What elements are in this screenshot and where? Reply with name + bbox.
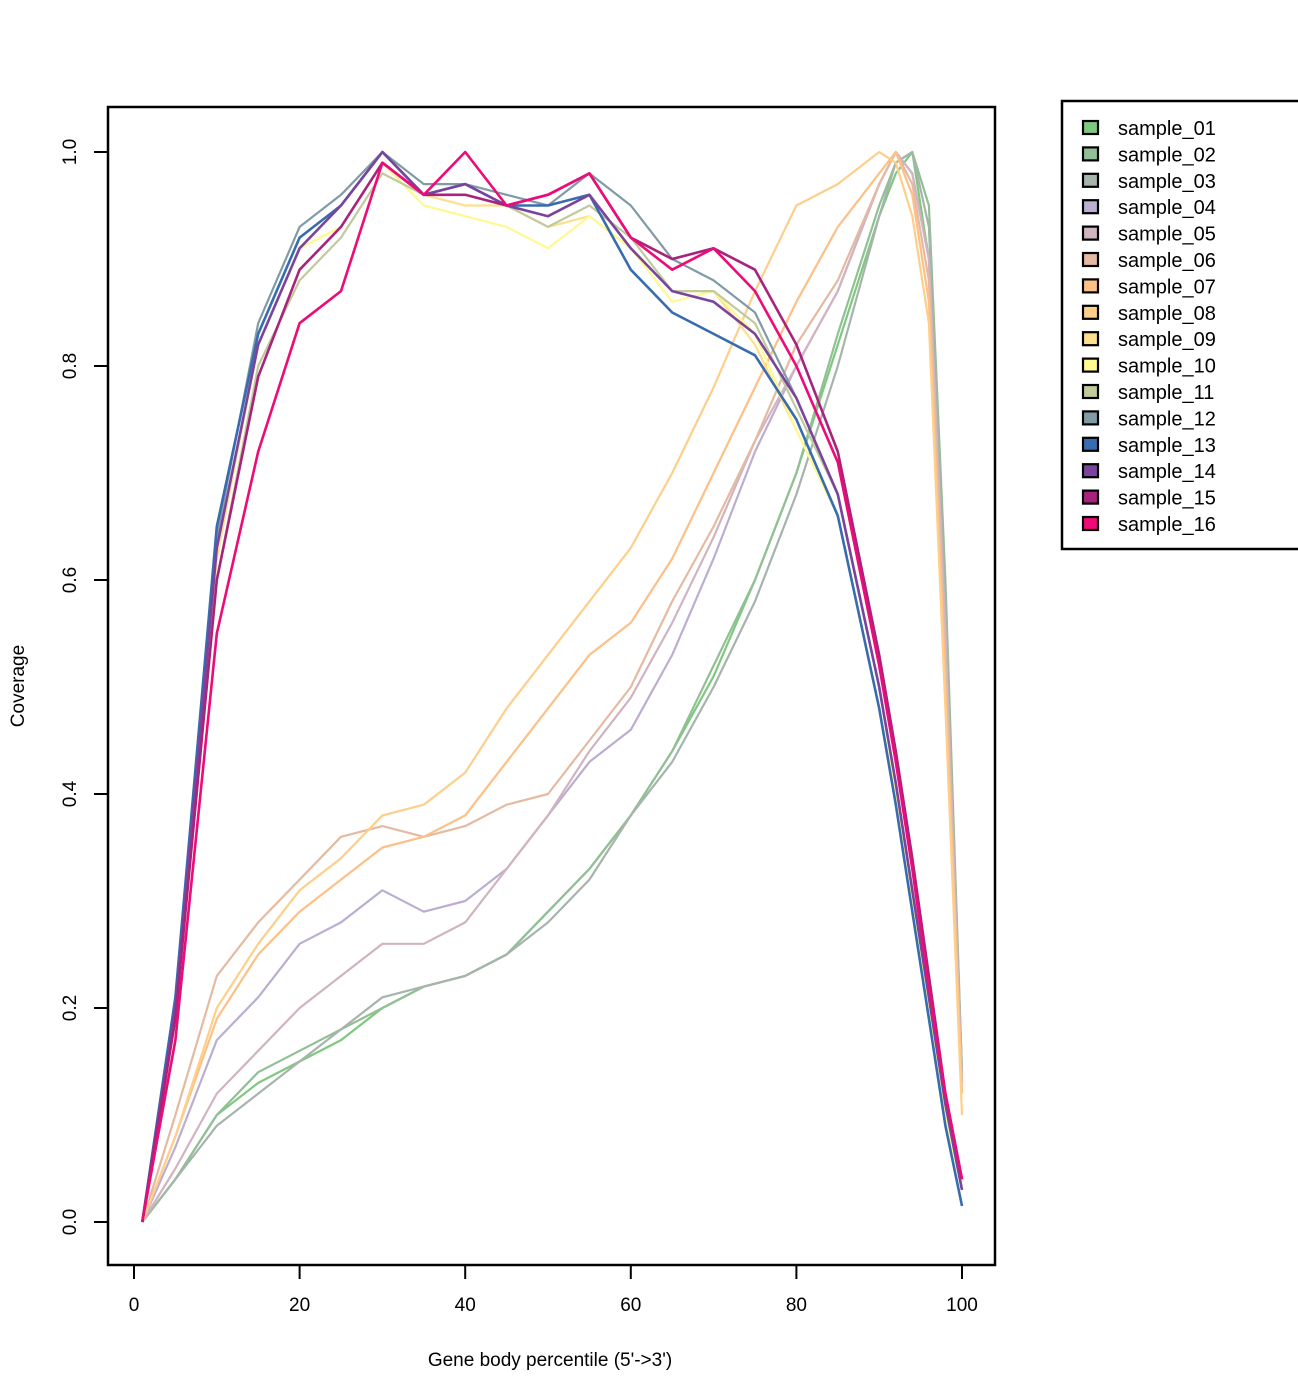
x-tick-label: 40 bbox=[455, 1295, 476, 1316]
legend-swatch bbox=[1081, 489, 1100, 505]
y-axis-label: Coverage bbox=[8, 645, 29, 727]
series-line-sample_10 bbox=[141, 161, 964, 1223]
legend-item-sample_10: sample_10 bbox=[1081, 356, 1216, 378]
x-tick-label: 80 bbox=[786, 1295, 807, 1316]
series-line-sample_01 bbox=[141, 150, 964, 1223]
series-line-sample_12 bbox=[141, 150, 964, 1223]
legend-swatch bbox=[1081, 146, 1100, 162]
series-line-sample_14 bbox=[141, 150, 964, 1223]
legend-item-sample_05: sample_05 bbox=[1081, 224, 1216, 246]
series-line-sample_15 bbox=[141, 161, 964, 1223]
x-tick-label: 0 bbox=[129, 1295, 140, 1316]
x-tick-label: 20 bbox=[289, 1295, 310, 1316]
legend-item-sample_09: sample_09 bbox=[1081, 329, 1216, 351]
y-tick-label: 0.0 bbox=[60, 1209, 81, 1235]
legend-label: sample_10 bbox=[1118, 356, 1216, 378]
legend-swatch bbox=[1081, 304, 1100, 320]
series-line-sample_06 bbox=[141, 150, 964, 1223]
legend: sample_01 sample_02 sample_03 sample_04samp… bbox=[1060, 99, 1298, 551]
y-tick-label: 0.4 bbox=[60, 780, 81, 807]
series-line-sample_03 bbox=[141, 150, 964, 1223]
legend-label: sample_01 bbox=[1118, 118, 1216, 140]
legend-item-sample_14: sample_14 bbox=[1081, 461, 1216, 483]
legend-item-sample_03: sample_03 bbox=[1081, 171, 1216, 193]
legend-swatch bbox=[1081, 410, 1100, 426]
legend-item-sample_07: sample_07 bbox=[1081, 276, 1216, 298]
x-axis-label: Gene body percentile (5'->3') bbox=[428, 1350, 672, 1371]
series-line-sample_04 bbox=[141, 150, 964, 1223]
legend-swatch bbox=[1081, 225, 1100, 241]
series-line-sample_07 bbox=[141, 150, 964, 1223]
legend-label: sample_13 bbox=[1118, 435, 1216, 457]
y-tick-label: 0.6 bbox=[60, 567, 81, 593]
series-line-sample_09 bbox=[141, 161, 964, 1223]
legend-label: sample_08 bbox=[1118, 303, 1216, 325]
legend-label: sample_09 bbox=[1118, 329, 1216, 351]
legend-label: sample_15 bbox=[1118, 488, 1216, 510]
legend-swatch bbox=[1081, 119, 1100, 136]
y-axis: 0.0 0.2 0.4 0.6 0.8 1.0 bbox=[60, 139, 108, 1235]
series-line-sample_05 bbox=[141, 150, 964, 1223]
x-tick-label: 60 bbox=[620, 1295, 641, 1316]
legend-label: sample_16 bbox=[1118, 514, 1216, 536]
legend-item-sample_11: sample_11 bbox=[1081, 382, 1214, 404]
legend-item-sample_13: sample_13 bbox=[1081, 435, 1216, 457]
x-axis: 0 20 40 60 80 100 bbox=[129, 1264, 978, 1316]
series-lines bbox=[141, 150, 964, 1223]
series-line-sample_16 bbox=[141, 150, 964, 1223]
legend-item-sample_15: sample_15 bbox=[1081, 488, 1216, 510]
x-tick-label: 100 bbox=[946, 1295, 978, 1316]
legend-swatch bbox=[1081, 357, 1100, 373]
legend-label: sample_14 bbox=[1118, 461, 1216, 483]
legend-label: sample_12 bbox=[1118, 408, 1216, 430]
legend-label: sample_04 bbox=[1118, 197, 1216, 219]
legend-swatch bbox=[1081, 515, 1100, 532]
legend-label: sample_11 bbox=[1118, 382, 1214, 404]
legend-swatch bbox=[1081, 383, 1100, 400]
y-tick-label: 1.0 bbox=[60, 139, 81, 165]
legend-item-sample_04: sample_04 bbox=[1081, 197, 1216, 219]
legend-swatch bbox=[1081, 278, 1100, 294]
legend-item-sample_06: sample_06 bbox=[1081, 250, 1216, 272]
legend-label: sample_03 bbox=[1118, 171, 1216, 193]
legend-swatch bbox=[1081, 436, 1100, 452]
legend-swatch bbox=[1081, 251, 1100, 268]
legend-label: sample_06 bbox=[1118, 250, 1216, 272]
legend-item-sample_01: sample_01 bbox=[1081, 118, 1216, 140]
legend-swatch bbox=[1081, 463, 1100, 479]
legend-label: sample_05 bbox=[1118, 224, 1216, 246]
legend-swatch bbox=[1081, 331, 1100, 347]
legend-item-sample_08: sample_08 bbox=[1081, 303, 1216, 325]
legend-swatch bbox=[1081, 199, 1100, 215]
y-tick-label: 0.8 bbox=[60, 353, 81, 379]
legend-item-sample_12: sample_12 bbox=[1081, 408, 1216, 430]
legend-swatch bbox=[1081, 172, 1100, 188]
legend-item-sample_16: sample_16 bbox=[1081, 514, 1216, 536]
legend-label: sample_07 bbox=[1118, 276, 1216, 298]
series-line-sample_08 bbox=[141, 150, 964, 1223]
legend-item-sample_02: sample_02 bbox=[1081, 144, 1216, 166]
series-line-sample_13 bbox=[141, 150, 964, 1223]
legend-label: sample_02 bbox=[1118, 144, 1216, 166]
series-line-sample_02 bbox=[141, 150, 964, 1223]
y-tick-label: 0.2 bbox=[60, 995, 81, 1021]
legend-frame bbox=[1060, 99, 1298, 551]
